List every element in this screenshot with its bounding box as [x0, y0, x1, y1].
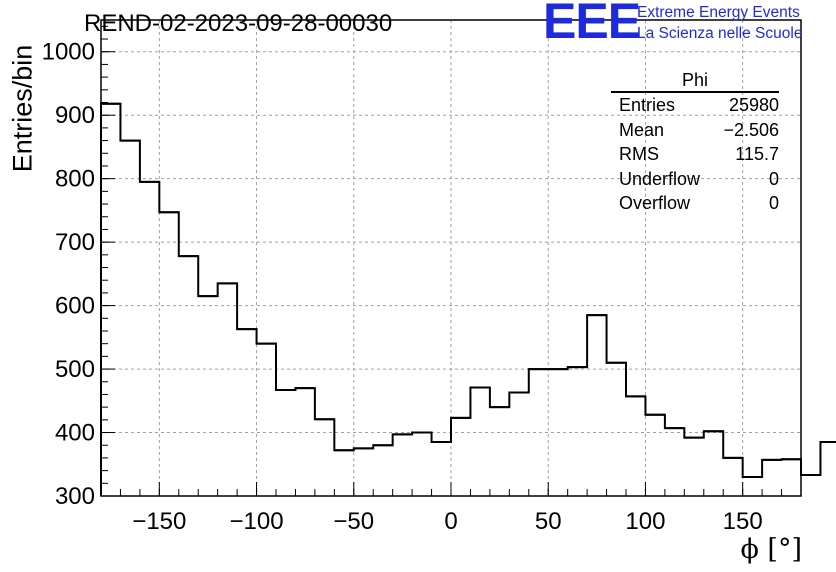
- stats-label: Entries: [619, 95, 676, 115]
- y-tick-label: 600: [55, 293, 95, 320]
- stats-label: Underflow: [619, 168, 701, 189]
- stats-row-underflow: Underflow 0: [611, 167, 779, 192]
- stats-value: −2.506: [723, 119, 779, 140]
- axis-ticks: [100, 25, 802, 497]
- eee-logo: EEE: [543, 0, 641, 49]
- y-tick-label: 1000: [42, 39, 95, 66]
- histogram-series: [100, 102, 836, 496]
- stats-value: 25980: [728, 95, 779, 115]
- y-tick-label: 900: [55, 102, 95, 129]
- y-tick-label: 800: [55, 166, 95, 193]
- stats-label: RMS: [619, 144, 659, 165]
- axis-tick-labels: −150 −100 −50 0 50 100 150 300 400 500 600 700 800 90…: [42, 39, 763, 535]
- logo-line-1: Extreme Energy Events: [637, 4, 800, 21]
- stats-value: 115.7: [735, 144, 779, 165]
- stats-row-mean: Mean −2.506: [611, 118, 779, 143]
- stats-label: Mean: [619, 119, 665, 140]
- stats-row-entries: Entries 25980: [611, 93, 779, 118]
- x-tick-label: 150: [723, 508, 763, 535]
- y-axis-label: Entries/bin: [7, 44, 38, 173]
- stats-title: Phi: [611, 69, 779, 93]
- logo-line-2: La Scienza nelle Scuole: [637, 25, 803, 42]
- stats-row-rms: RMS 115.7: [611, 142, 779, 167]
- x-tick-label: 100: [625, 508, 665, 535]
- x-tick-label: 0: [444, 508, 457, 535]
- x-tick-label: −150: [132, 508, 186, 535]
- stats-box: Phi Entries 25980 Mean −2.506 RMS 115.7 Und…: [611, 69, 779, 216]
- x-tick-label: −50: [333, 508, 374, 535]
- x-tick-label: 50: [535, 508, 562, 535]
- chart-title: REND-02-2023-09-28-00030: [84, 10, 393, 37]
- stats-row-overflow: Overflow 0: [611, 191, 779, 216]
- y-tick-label: 500: [55, 356, 95, 383]
- y-tick-label: 700: [55, 229, 95, 256]
- x-axis-label: ϕ [°]: [740, 534, 802, 565]
- x-tick-label: −100: [230, 508, 284, 535]
- stats-value: 0: [768, 168, 779, 189]
- y-tick-label: 400: [55, 420, 95, 447]
- stats-label: Overflow: [619, 193, 691, 214]
- y-tick-label: 300: [55, 483, 95, 510]
- stats-value: 0: [768, 193, 779, 214]
- histogram-outline: [100, 102, 836, 496]
